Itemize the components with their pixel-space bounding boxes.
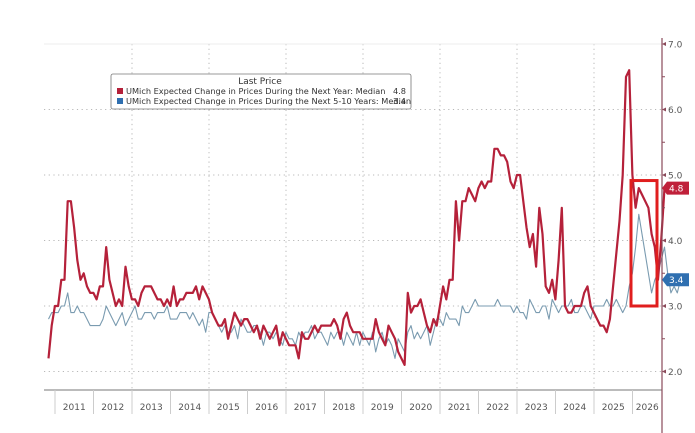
x-tick-label: 2025: [602, 403, 625, 413]
highlight-rect: [629, 179, 659, 308]
x-tick-label: 2019: [371, 403, 394, 413]
gridlines: [44, 43, 662, 390]
y-tick-mark: [662, 369, 666, 374]
x-tick-label: 2018: [332, 403, 355, 413]
x-tick-label: 2026: [636, 403, 659, 413]
year-dividers: 2011 2012 2013 2014 2015 2016 2017 2018 2019 2020…: [44, 389, 663, 414]
legend-label-5to10yr: UMich Expected Change in Prices During t…: [126, 96, 411, 106]
x-tick-label: 2017: [294, 403, 317, 413]
x-tick-label: 2021: [448, 403, 471, 413]
highlight-box: [629, 179, 659, 308]
y-tick-mark: [662, 42, 666, 46]
legend-swatch-5to10yr: [117, 98, 123, 104]
series-layer: [47, 69, 682, 366]
y-tick-mark: [662, 173, 666, 177]
legend-label-1yr: UMich Expected Change in Prices During t…: [126, 86, 385, 96]
x-tick-label: 2023: [525, 403, 548, 413]
y-tick-label: 2.0: [668, 368, 683, 378]
y-tick-label: 6.0: [668, 106, 683, 116]
badge-5to10yr: [662, 273, 689, 287]
legend-box: [110, 73, 412, 110]
y-axis: 2.0 3.0 4.0 5.0 6.0 7.0: [661, 38, 683, 433]
x-tick-label: 2020: [409, 403, 432, 413]
y-tick-label: 5.0: [668, 172, 683, 182]
x-tick-label: 2022: [486, 403, 509, 413]
badge-label-5to10yr: 3.4: [669, 276, 684, 286]
y-tick-mark: [662, 304, 666, 308]
y-tick-label: 7.0: [668, 41, 683, 51]
y-tick-label: 4.0: [668, 237, 683, 247]
x-tick-label: 2013: [140, 403, 163, 413]
legend-swatch-1yr: [117, 88, 123, 94]
x-tick-label: 2014: [178, 403, 201, 413]
x-tick-label: 2012: [101, 403, 124, 413]
legend: Last Price UMich Expected Change in Pric…: [110, 73, 412, 110]
legend-title: Last Price: [238, 77, 282, 87]
series-line-1yr: [47, 69, 666, 366]
last-value-badges: 4.8 3.4: [662, 181, 689, 287]
x-tick-label: 2011: [63, 403, 86, 413]
badge-1yr: [662, 181, 689, 195]
legend-value-5to10yr: 3.4: [393, 96, 406, 106]
y-tick-mark: [662, 238, 666, 243]
y-tick-mark: [662, 107, 666, 112]
badge-label-1yr: 4.8: [669, 184, 684, 194]
y-tick-label: 3.0: [668, 303, 683, 313]
legend-value-1yr: 4.8: [393, 86, 406, 96]
x-tick-label: 2016: [255, 403, 278, 413]
x-tick-label: 2015: [217, 403, 240, 413]
series-line-5to10yr: [48, 213, 682, 359]
x-tick-label: 2024: [563, 403, 586, 413]
